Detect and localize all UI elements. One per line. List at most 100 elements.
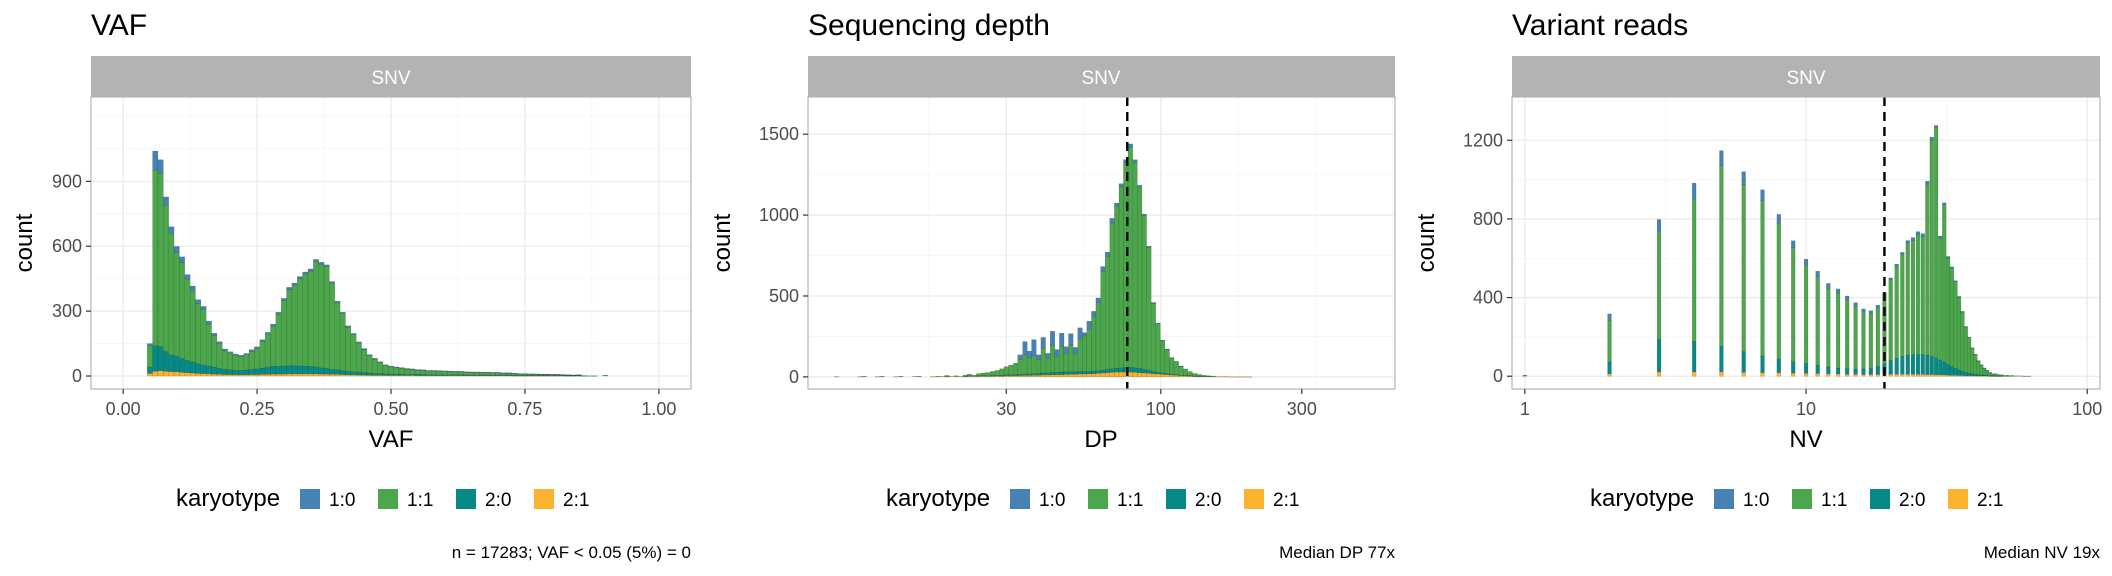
bar-1-1 [1201,375,1207,377]
bar-2-0 [1095,370,1101,374]
bar-1-0 [1022,341,1028,355]
bar-2-0 [179,358,185,373]
bar-1-0 [189,285,196,291]
y-tick-label: 300 [52,301,82,321]
bar-1-1 [1091,316,1097,372]
bar-1-1 [361,349,368,373]
bar-2-1 [1888,374,1893,377]
bar-2-0 [1050,372,1055,375]
bar-1-0 [1956,296,1962,298]
bar-2-1 [1905,374,1910,377]
bar-2-0 [238,370,244,375]
bar-1-0 [248,349,255,352]
legend-swatch-1-0 [300,489,320,509]
bar-2-1 [259,374,266,377]
bar-2-0 [1132,367,1138,373]
bar-1-1 [1853,306,1858,370]
bar-2-0 [1022,373,1028,376]
bar-1-1 [1054,355,1060,373]
bar-1-0 [222,348,228,351]
bar-1-0 [554,374,560,375]
bar-2-0 [1160,372,1166,375]
bar-2-0 [1875,366,1880,375]
legend-title: karyotype [886,485,990,512]
bar-1-0 [339,312,346,314]
bar-1-1 [414,370,421,375]
bar-1-0 [1077,327,1083,340]
legend-swatch-2-1 [534,489,554,509]
bar-2-0 [1607,361,1612,375]
nv-facet-label: SNV [1786,68,1825,89]
bar-2-0 [1063,371,1069,375]
bar-1-0 [1900,252,1905,255]
bar-1-0 [1146,245,1152,248]
x-tick-label: 30 [996,399,1016,419]
legend-label-1-1: 1:1 [1117,490,1143,511]
bar-2-1 [1132,372,1138,378]
bar-1-1 [1137,187,1143,369]
bar-2-1 [1656,371,1662,377]
vaf-facet-label: SNV [371,68,410,89]
legend-swatch-2-1 [1948,489,1968,509]
bar-2-1 [1059,374,1065,378]
bar-2-0 [1026,373,1032,376]
vaf-facet-strip [91,56,691,97]
bar-1-1 [1063,353,1069,373]
vaf-x-ticks: 0.00 0.25 0.50 0.75 1.00 [106,389,676,419]
bar-2-1 [1925,374,1930,377]
bar-1-1 [1692,198,1697,342]
bar-2-1 [302,373,309,377]
bar-1-1 [334,302,341,370]
bar-1-1 [473,372,480,376]
bar-1-1 [581,375,587,377]
bar-1-1 [1077,338,1083,372]
bar-2-1 [1164,374,1170,378]
bar-1-0 [414,369,421,371]
bar-2-1 [1054,374,1060,378]
bar-2-1 [1934,374,1939,377]
bar-1-1 [345,326,351,372]
bar-1-0 [232,353,239,356]
nv-y-axis-title: count [1413,213,1440,272]
bar-2-0 [302,365,309,375]
bar-2-1 [1127,371,1133,378]
bar-1-0 [200,306,207,311]
bar-2-0 [275,366,282,375]
bar-2-0 [1815,365,1820,374]
legend-label-2-0: 2:0 [1195,490,1221,511]
bar-1-0 [356,341,362,344]
bar-2-1 [1050,374,1055,378]
bar-1-1 [1803,264,1809,364]
depth-x-ticks: 30 100 300 [996,389,1317,419]
x-tick-label: 0.00 [106,399,141,419]
bar-1-1 [1942,204,1947,363]
bar-1-0 [1987,372,1992,374]
bar-1-0 [1894,263,1899,267]
bar-2-1 [1247,376,1253,378]
legend-label-2-0: 2:0 [485,490,511,511]
bar-2-1 [1760,372,1765,377]
bar-2-1 [1169,374,1175,378]
bar-1-0 [538,373,544,375]
bar-1-0 [157,159,164,174]
bar-1-1 [2018,375,2023,377]
bar-1-0 [254,346,260,349]
x-tick-label: 0.25 [240,399,275,419]
x-tick-label: 100 [2072,399,2102,419]
bar-1-1 [1741,184,1746,352]
bar-1-1 [1920,236,1925,355]
bar-2-1 [1776,372,1781,377]
bar-1-0 [1082,332,1088,337]
bar-1-1 [1760,200,1765,357]
bar-2-0 [1910,354,1916,375]
bar-1-0 [1086,321,1092,330]
bar-1-1 [1072,353,1078,372]
depth-legend: karyotype 1:0 1:1 2:0 2:1 [886,485,1299,512]
bar-1-1 [1045,358,1051,373]
bar-1-1 [1017,359,1023,375]
bar-2-1 [1068,374,1074,378]
bar-2-0 [1956,369,1962,376]
bar-1-1 [1095,302,1101,371]
bar-1-0 [168,226,175,234]
